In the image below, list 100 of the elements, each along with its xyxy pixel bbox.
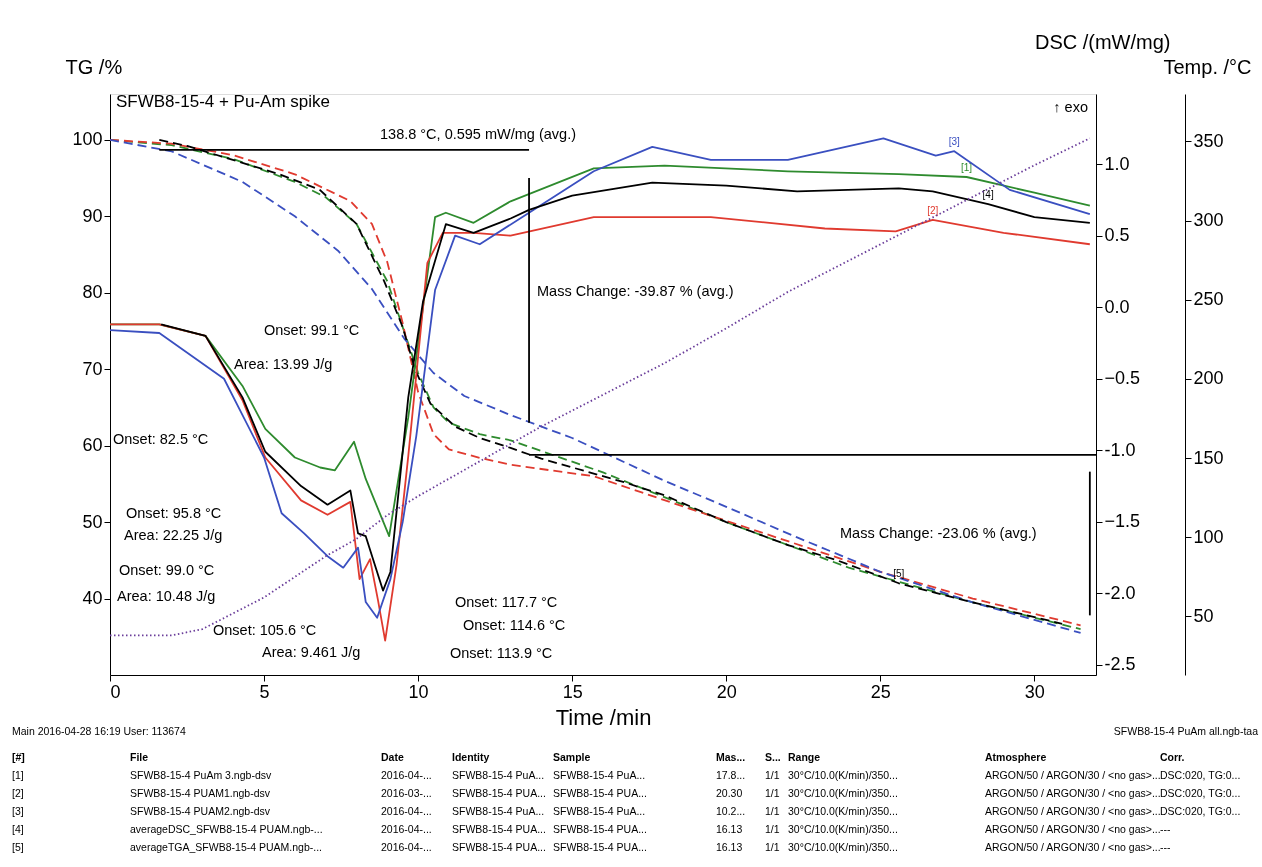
annotation: Onset: 105.6 °C <box>213 622 317 638</box>
y-tick-label: 90 <box>82 205 103 226</box>
x-tick-label: 10 <box>408 681 429 702</box>
text: SFWB8-15-4 PuAm 3.ngb-dsv <box>130 769 272 781</box>
text: 30°C/10.0(K/min)/350... <box>788 769 898 781</box>
text: 2016-04-... <box>381 805 432 817</box>
text: averageTGA_SFWB8-15-4 PUAM.ngb-... <box>130 841 322 853</box>
y-tick-label: 70 <box>82 358 103 379</box>
series-label: [2] <box>927 204 939 216</box>
x-tick-label: 5 <box>259 681 270 702</box>
annotation: Area: 9.461 J/g <box>262 644 361 660</box>
text: SFWB8-15-4 PuAm all.ngb-taa <box>1113 725 1259 737</box>
y3-tick-label: 100 <box>1193 526 1224 547</box>
annotation: Onset: 99.0 °C <box>119 562 215 578</box>
text: [3] <box>12 805 24 817</box>
text: SFWB8-15-4 PUAM2.ngb-dsv <box>130 805 271 817</box>
annotation: Area: 22.25 J/g <box>124 527 223 543</box>
text: --- <box>1160 823 1171 835</box>
text: 20.30 <box>716 787 743 799</box>
text: Range <box>788 751 821 763</box>
annotation: 138.8 °C, 0.595 mW/mg (avg.) <box>380 126 576 142</box>
y2-tick-label: −0.5 <box>1104 368 1141 389</box>
text: Corr. <box>1160 751 1185 763</box>
series-label: [5] <box>893 568 905 580</box>
y2-tick-label: 1.0 <box>1104 153 1130 174</box>
y-tick-label: 60 <box>82 435 103 456</box>
text: DSC:020, TG:0... <box>1160 805 1241 817</box>
text: SFWB8-15-4 PUAM1.ngb-dsv <box>130 787 271 799</box>
text: DSC:020, TG:0... <box>1160 769 1241 781</box>
y2-tick-label: -2.5 <box>1104 654 1136 675</box>
text: 1/1 <box>765 823 780 835</box>
y3-tick-label: 200 <box>1193 368 1224 389</box>
text: SFWB8-15-4 PuA... <box>452 769 545 781</box>
text: averageDSC_SFWB8-15-4 PUAM.ngb-... <box>130 823 323 835</box>
text: DSC:020, TG:0... <box>1160 787 1241 799</box>
annotation: Onset: 99.1 °C <box>264 322 360 338</box>
chart-title: SFWB8-15-4 + Pu-Am spike <box>116 92 330 111</box>
annotation: Mass Change: -23.06 % (avg.) <box>840 525 1037 541</box>
y2-tick-label: 0.0 <box>1104 296 1130 317</box>
text: SFWB8-15-4 PUA... <box>452 823 546 835</box>
y-axis-title: TG /% <box>65 55 123 78</box>
text: Mas... <box>716 751 746 763</box>
text: SFWB8-15-4 PuA... <box>553 769 646 781</box>
annotation: Mass Change: -39.87 % (avg.) <box>537 283 734 299</box>
text: Main 2016-04-28 16:19 User: 113674 <box>12 725 186 737</box>
text: SFWB8-15-4 PuA... <box>553 805 646 817</box>
text: 1/1 <box>765 787 780 799</box>
text: 2016-04-... <box>381 841 432 853</box>
y3-tick-label: 150 <box>1193 447 1224 468</box>
y-tick-label: 50 <box>82 511 103 532</box>
text: SFWB8-15-4 PUA... <box>553 823 647 835</box>
text: 2016-03-... <box>381 787 432 799</box>
text: SFWB8-15-4 PUA... <box>452 787 546 799</box>
y3-tick-label: 250 <box>1193 289 1224 310</box>
text: SFWB8-15-4 PUA... <box>553 787 647 799</box>
text: 30°C/10.0(K/min)/350... <box>788 823 898 835</box>
text: 1/1 <box>765 841 780 853</box>
text: [4] <box>12 823 24 835</box>
y2-tick-label: −1.5 <box>1104 511 1141 532</box>
y3-tick-label: 300 <box>1193 210 1224 231</box>
annotation: Onset: 82.5 °C <box>113 431 209 447</box>
text: 30°C/10.0(K/min)/350... <box>788 805 898 817</box>
y3-tick-label: 50 <box>1193 605 1214 626</box>
series-label: [4] <box>982 189 994 201</box>
x-tick-label: 25 <box>870 681 891 702</box>
text: [5] <box>12 841 24 853</box>
y2-tick-label: -2.0 <box>1104 582 1136 603</box>
y3-tick-label: 350 <box>1193 130 1224 151</box>
text: Identity <box>452 751 490 763</box>
text: 17.8... <box>716 769 746 781</box>
text: [#] <box>12 751 25 763</box>
x-tick-label: 0 <box>110 681 121 702</box>
annotation: Area: 10.48 J/g <box>117 588 216 604</box>
text: ARGON/50 / ARGON/30 / <no gas>... <box>985 769 1161 781</box>
y3-axis-title: Temp. /°C <box>1163 55 1252 78</box>
text: File <box>130 751 149 763</box>
annotation: Onset: 114.6 °C <box>463 617 566 633</box>
text: 30°C/10.0(K/min)/350... <box>788 841 898 853</box>
annotation: Area: 13.99 J/g <box>234 356 333 372</box>
text: ARGON/50 / ARGON/30 / <no gas>... <box>985 841 1161 853</box>
annotation: Onset: 117.7 °C <box>455 594 558 610</box>
text: 16.13 <box>716 841 743 853</box>
text: [2] <box>12 787 24 799</box>
text: SFWB8-15-4 PuA... <box>452 805 545 817</box>
annotation: Onset: 113.9 °C <box>450 645 553 661</box>
x-tick-label: 15 <box>562 681 583 702</box>
text: --- <box>1160 841 1171 853</box>
y2-tick-label: -1.0 <box>1104 439 1136 460</box>
text: 10.2... <box>716 805 746 817</box>
y2-tick-label: 0.5 <box>1104 225 1130 246</box>
text: ARGON/50 / ARGON/30 / <no gas>... <box>985 823 1161 835</box>
text: 2016-04-... <box>381 823 432 835</box>
text: SFWB8-15-4 PUA... <box>553 841 647 853</box>
text: ARGON/50 / ARGON/30 / <no gas>... <box>985 787 1161 799</box>
text: [1] <box>12 769 24 781</box>
text: 16.13 <box>716 823 743 835</box>
x-tick-label: 20 <box>716 681 737 702</box>
text: ARGON/50 / ARGON/30 / <no gas>... <box>985 805 1161 817</box>
text: 1/1 <box>765 769 780 781</box>
y-tick-label: 100 <box>72 129 103 150</box>
